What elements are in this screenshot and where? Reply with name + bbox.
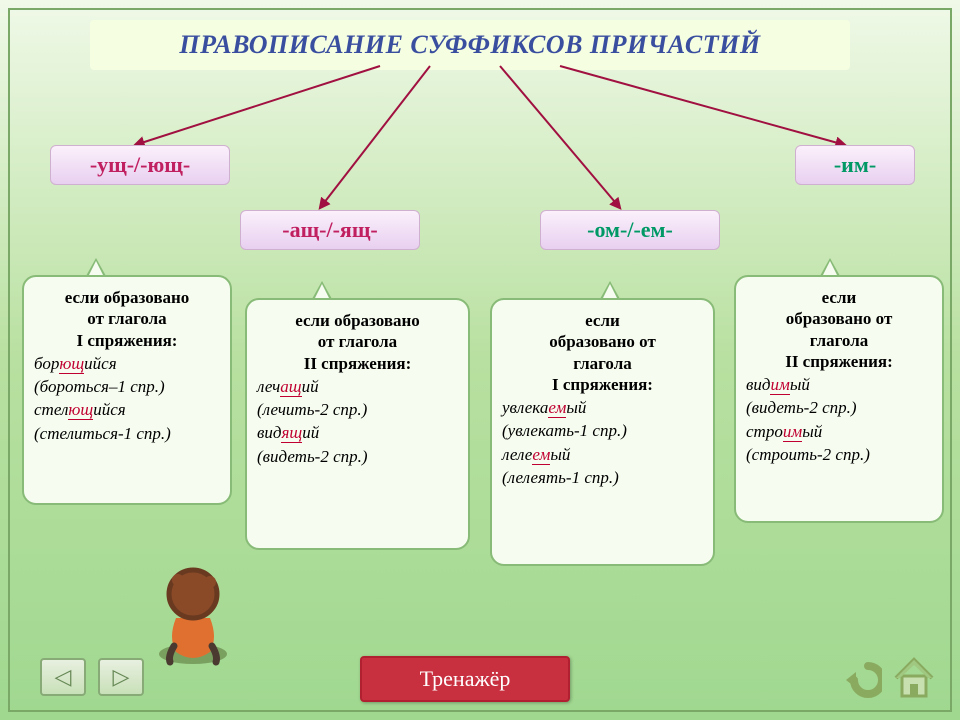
example-text: (видеть-2 спр.) (746, 397, 932, 418)
bubble-tail (600, 281, 620, 299)
bubble-tail (86, 258, 106, 276)
bubble-tail (820, 258, 840, 276)
example-text: борющийся (34, 353, 220, 374)
next-button[interactable]: ▷ (98, 658, 144, 696)
condition-text: еслиобразовано отглаголаI спряжения: (502, 310, 703, 395)
rule-bubble-b4: еслиобразовано отглаголаII спряжения:вид… (734, 275, 944, 523)
child-illustration (148, 558, 238, 668)
example-text: (стелиться-1 спр.) (34, 423, 220, 444)
triangle-right-icon: ▷ (113, 664, 130, 690)
example-text: (видеть-2 спр.) (257, 446, 458, 467)
example-text: видящий (257, 422, 458, 443)
example-text: (строить-2 спр.) (746, 444, 932, 465)
undo-button[interactable] (838, 658, 882, 698)
home-icon (890, 654, 938, 700)
suffix-s4: -им- (795, 145, 915, 185)
prev-button[interactable]: ◁ (40, 658, 86, 696)
example-text: (бороться–1 спр.) (34, 376, 220, 397)
undo-icon (838, 658, 882, 698)
trainer-button[interactable]: Тренажёр (360, 656, 570, 702)
triangle-left-icon: ◁ (55, 664, 72, 690)
example-text: лечащий (257, 376, 458, 397)
example-text: (лечить-2 спр.) (257, 399, 458, 420)
condition-text: если образованоот глаголаI спряжения: (34, 287, 220, 351)
page-title: ПРАВОПИСАНИЕ СУФФИКСОВ ПРИЧАСТИЙ (90, 20, 850, 70)
example-text: стелющийся (34, 399, 220, 420)
bubble-tail (312, 281, 332, 299)
rule-bubble-b2: если образованоот глаголаII спряжения:ле… (245, 298, 470, 550)
home-button[interactable] (890, 654, 938, 700)
example-text: видимый (746, 374, 932, 395)
example-text: лелеемый (502, 444, 703, 465)
rule-bubble-b1: если образованоот глаголаI спряжения:бор… (22, 275, 232, 505)
example-text: увлекаемый (502, 397, 703, 418)
suffix-s1: -ущ-/-ющ- (50, 145, 230, 185)
condition-text: еслиобразовано отглаголаII спряжения: (746, 287, 932, 372)
example-text: строимый (746, 421, 932, 442)
rule-bubble-b3: еслиобразовано отглаголаI спряжения:увле… (490, 298, 715, 566)
suffix-s2: -ащ-/-ящ- (240, 210, 420, 250)
condition-text: если образованоот глаголаII спряжения: (257, 310, 458, 374)
example-text: (лелеять-1 спр.) (502, 467, 703, 488)
suffix-s3: -ом-/-ем- (540, 210, 720, 250)
example-text: (увлекать-1 спр.) (502, 420, 703, 441)
